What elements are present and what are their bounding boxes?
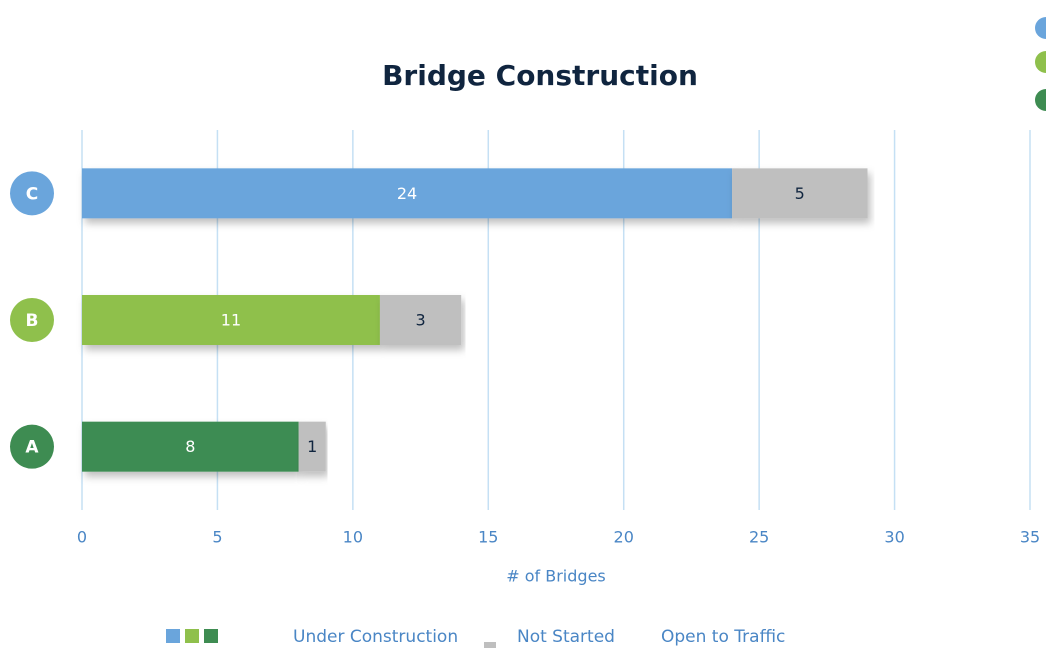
chart-title: Bridge Construction — [382, 59, 698, 92]
x-tick-label: 15 — [478, 528, 498, 547]
x-tick-label: 25 — [749, 528, 769, 547]
x-tick-label: 5 — [212, 528, 222, 547]
category-badge — [10, 424, 54, 469]
bar-segment — [379, 295, 462, 345]
x-tick-label: 35 — [1020, 528, 1040, 547]
bar-segment — [82, 295, 380, 345]
legend-swatch — [204, 629, 218, 643]
x-tick-label: 10 — [343, 528, 363, 547]
bar-segment — [732, 168, 868, 219]
data-label: 1 — [307, 437, 317, 456]
x-tick-label: 30 — [884, 528, 904, 547]
x-tick-label: 0 — [77, 528, 87, 547]
bar-segment — [298, 421, 326, 472]
legend-swatch — [185, 629, 199, 643]
legend-icon — [1035, 51, 1046, 73]
data-label: 24 — [397, 184, 417, 203]
data-label: 11 — [221, 311, 241, 330]
category-badge — [10, 171, 54, 216]
x-axis-label: # of Bridges — [506, 567, 606, 586]
x-tick-label: 20 — [614, 528, 634, 547]
legend-swatch — [166, 629, 180, 643]
bar-segment — [82, 168, 733, 219]
data-label: 3 — [415, 311, 425, 330]
legend-icon — [1035, 89, 1046, 111]
y-tick-label: B — [26, 311, 39, 331]
legend-swatch — [484, 642, 496, 648]
bar-segment — [82, 421, 299, 472]
legend-icon — [1035, 17, 1046, 39]
legend-label: Open to Traffic — [661, 627, 785, 647]
legend-label: Not Started — [517, 627, 615, 647]
data-label: 8 — [185, 437, 195, 456]
data-label: 5 — [795, 184, 805, 203]
category-badge — [10, 298, 54, 342]
legend-label: Under Construction — [293, 627, 458, 647]
y-tick-label: C — [26, 184, 38, 204]
y-tick-label: A — [25, 438, 39, 458]
